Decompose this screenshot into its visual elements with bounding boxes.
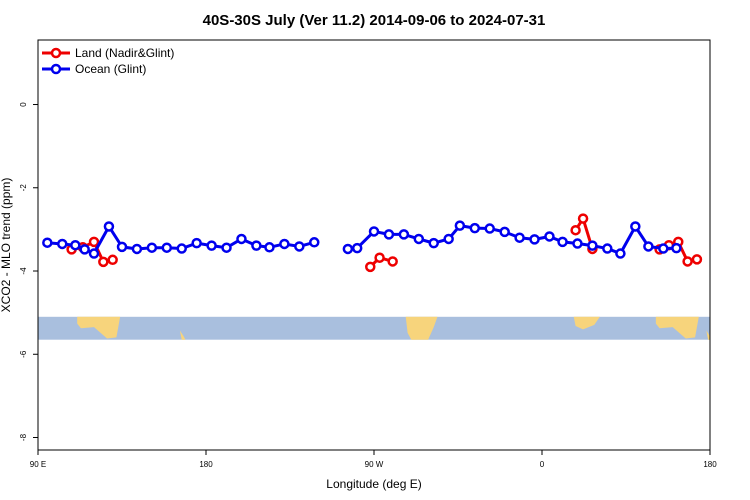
series-layer xyxy=(42,213,703,273)
data-point xyxy=(658,243,669,254)
data-point xyxy=(630,221,641,232)
data-point xyxy=(342,243,354,255)
data-point xyxy=(691,254,703,265)
data-point xyxy=(643,241,654,252)
data-point xyxy=(602,243,613,254)
data-point xyxy=(161,242,173,253)
data-point xyxy=(443,233,454,245)
y-tick-label: -6 xyxy=(19,350,28,358)
data-point xyxy=(131,243,143,255)
data-point xyxy=(615,248,626,259)
land-new-zealand-repeat xyxy=(706,330,710,340)
data-point xyxy=(107,254,118,266)
data-point xyxy=(191,237,202,249)
series-line xyxy=(347,224,677,256)
x-tick-label: 180 xyxy=(199,460,213,469)
land-new-zealand xyxy=(179,330,186,340)
x-tick-label: 90 W xyxy=(365,460,384,469)
data-point xyxy=(557,236,568,248)
data-point xyxy=(413,233,425,245)
land-australia-repeat xyxy=(655,316,699,339)
x-tick-label: 0 xyxy=(540,460,545,469)
data-point xyxy=(309,237,320,248)
y-axis: 0 -2 -4 -6 -8 xyxy=(19,102,38,441)
x-tick-label: 180 xyxy=(703,460,717,469)
series-land xyxy=(66,213,703,273)
y-axis-label: XCO2 - MLO trend (ppm) xyxy=(0,178,13,313)
legend-ocean-marker xyxy=(50,63,62,75)
data-point xyxy=(454,220,466,231)
legend-entry-ocean: Ocean (Glint) xyxy=(42,62,146,76)
y-tick-label: 0 xyxy=(19,102,28,107)
map-band xyxy=(38,316,710,340)
data-point xyxy=(572,238,583,249)
data-point xyxy=(682,256,693,267)
land-australia xyxy=(77,316,121,339)
data-point xyxy=(428,237,439,249)
map-ocean-band xyxy=(38,316,710,340)
legend-ocean-label: Ocean (Glint) xyxy=(75,62,146,76)
data-point xyxy=(469,222,481,234)
data-point xyxy=(88,248,100,259)
y-tick-label: -8 xyxy=(19,433,28,441)
data-point xyxy=(88,236,100,248)
data-point xyxy=(368,226,380,237)
data-point xyxy=(351,242,363,254)
data-point xyxy=(374,252,385,263)
data-point xyxy=(671,242,682,254)
x-axis: 90 E 180 90 W 0 180 xyxy=(30,449,717,469)
data-point xyxy=(383,229,395,240)
data-point xyxy=(116,241,128,253)
data-point xyxy=(79,244,90,255)
legend-entry-land: Land (Nadir&Glint) xyxy=(42,46,174,60)
chart-title: 40S-30S July (Ver 11.2) 2014-09-06 to 20… xyxy=(203,12,546,29)
land-south-africa xyxy=(573,316,600,330)
data-point xyxy=(514,232,525,243)
data-point xyxy=(294,241,305,252)
data-point xyxy=(484,223,495,234)
y-tick-label: -2 xyxy=(19,184,28,192)
data-point xyxy=(221,242,232,253)
data-point xyxy=(279,238,290,250)
data-point xyxy=(176,243,187,254)
data-point xyxy=(499,226,510,238)
y-tick-label: -4 xyxy=(19,267,28,275)
data-point xyxy=(206,240,217,251)
data-point xyxy=(236,233,247,245)
data-point xyxy=(98,256,109,268)
x-tick-label: 90 E xyxy=(30,460,46,469)
data-point xyxy=(57,238,68,250)
data-point xyxy=(398,229,410,240)
data-point xyxy=(387,256,398,267)
legend: Land (Nadir&Glint) Ocean (Glint) xyxy=(42,46,174,76)
legend-land-label: Land (Nadir&Glint) xyxy=(75,46,174,60)
data-point xyxy=(529,234,540,245)
map-land-areas xyxy=(77,316,710,340)
data-point xyxy=(577,213,589,224)
data-point xyxy=(251,240,262,251)
data-point xyxy=(264,242,275,253)
data-point xyxy=(42,237,53,248)
data-point xyxy=(70,239,81,251)
data-point xyxy=(103,221,115,232)
land-south-america xyxy=(405,316,438,340)
data-point xyxy=(544,231,555,242)
data-point xyxy=(570,224,581,236)
data-point xyxy=(365,261,376,273)
series-ocean xyxy=(42,220,682,259)
x-axis-label: Longitude (deg E) xyxy=(326,477,421,491)
data-point xyxy=(146,242,158,253)
data-point xyxy=(587,240,598,251)
legend-land-marker xyxy=(50,47,62,59)
